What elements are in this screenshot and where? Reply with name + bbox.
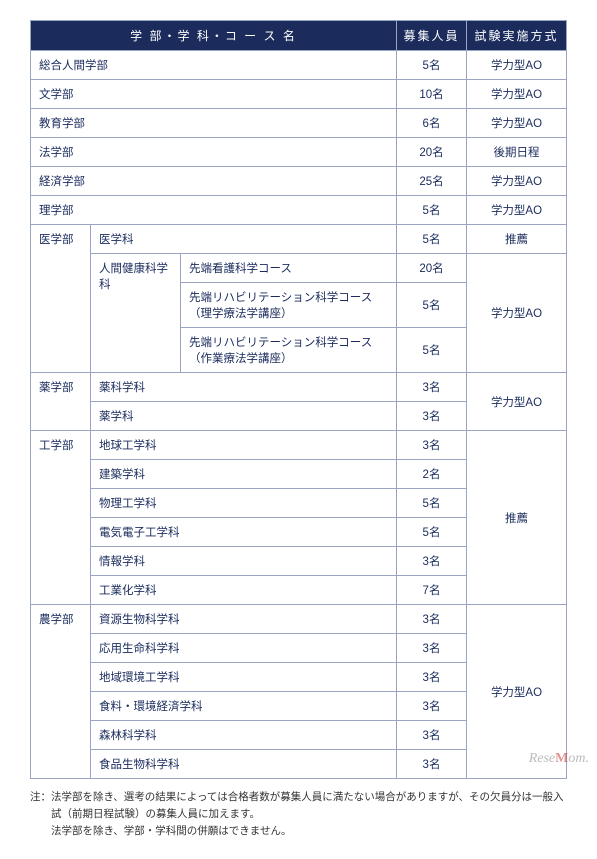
capacity-cell: 3名	[397, 547, 467, 576]
dept-cell: 食品生物科学科	[91, 750, 397, 779]
dept-cell: 医学科	[91, 225, 397, 254]
dept-cell: 薬科学科	[91, 373, 397, 402]
table-row: 工学部 地球工学科 3名 推薦	[31, 431, 567, 460]
course-cell: 先端リハビリテーション科学コース （理学療法学講座）	[181, 283, 397, 328]
note-spacer	[30, 823, 51, 840]
capacity-cell: 5名	[397, 518, 467, 547]
note-text: 法学部を除き、学部・学科間の併願はできません。	[51, 823, 291, 840]
capacity-cell: 3名	[397, 373, 467, 402]
dept-cell: 地域環境工学科	[91, 663, 397, 692]
capacity-cell: 10名	[397, 80, 467, 109]
faculty-cell: 薬学部	[31, 373, 91, 431]
course-cell: 先端リハビリテーション科学コース （作業療法学講座）	[181, 328, 397, 373]
method-cell: 学力型AO	[467, 51, 567, 80]
dept-cell: 人間健康科学科	[91, 254, 181, 373]
method-cell: 推薦	[467, 431, 567, 605]
dept-cell: 物理工学科	[91, 489, 397, 518]
table-row: 薬学部 薬科学科 3名 学力型AO	[31, 373, 567, 402]
table-row: 理学部5名学力型AO	[31, 196, 567, 225]
header-method: 試験実施方式	[467, 21, 567, 51]
dept-cell: 工業化学科	[91, 576, 397, 605]
method-cell: 学力型AO	[467, 196, 567, 225]
capacity-cell: 20名	[397, 254, 467, 283]
table-row: 法学部20名後期日程	[31, 138, 567, 167]
table-row: 経済学部25名学力型AO	[31, 167, 567, 196]
method-cell: 学力型AO	[467, 254, 567, 373]
capacity-cell: 25名	[397, 167, 467, 196]
faculty-cell: 工学部	[31, 431, 91, 605]
capacity-cell: 6名	[397, 109, 467, 138]
capacity-cell: 20名	[397, 138, 467, 167]
note-text: 法学部を除き、選考の結果によっては合格者数が募集人員に満たない場合がありますが、…	[51, 789, 567, 823]
course-cell: 先端看護科学コース	[181, 254, 397, 283]
faculty-cell: 文学部	[31, 80, 397, 109]
method-cell: 学力型AO	[467, 605, 567, 779]
table-header-row: 学 部・学 科・コ ー ス 名 募集人員 試験実施方式	[31, 21, 567, 51]
method-cell: 学力型AO	[467, 109, 567, 138]
table-row: 医学部 医学科 5名 推薦	[31, 225, 567, 254]
dept-cell: 資源生物科学科	[91, 605, 397, 634]
table-row: 人間健康科学科 先端看護科学コース 20名 学力型AO	[31, 254, 567, 283]
admissions-table: 学 部・学 科・コ ー ス 名 募集人員 試験実施方式 総合人間学部5名学力型A…	[30, 20, 567, 779]
faculty-cell: 法学部	[31, 138, 397, 167]
table-row: 総合人間学部5名学力型AO	[31, 51, 567, 80]
dept-cell: 情報学科	[91, 547, 397, 576]
table-row: 農学部 資源生物科学科 3名 学力型AO	[31, 605, 567, 634]
method-cell: 学力型AO	[467, 373, 567, 431]
faculty-cell: 理学部	[31, 196, 397, 225]
method-cell: 後期日程	[467, 138, 567, 167]
notes-block: 注： 法学部を除き、選考の結果によっては合格者数が募集人員に満たない場合がありま…	[30, 789, 567, 839]
faculty-cell: 農学部	[31, 605, 91, 779]
capacity-cell: 3名	[397, 692, 467, 721]
capacity-cell: 3名	[397, 750, 467, 779]
method-cell: 学力型AO	[467, 80, 567, 109]
dept-cell: 森林科学科	[91, 721, 397, 750]
capacity-cell: 3名	[397, 634, 467, 663]
capacity-cell: 3名	[397, 431, 467, 460]
faculty-cell: 総合人間学部	[31, 51, 397, 80]
capacity-cell: 5名	[397, 225, 467, 254]
capacity-cell: 3名	[397, 402, 467, 431]
faculty-cell: 経済学部	[31, 167, 397, 196]
method-cell: 学力型AO	[467, 167, 567, 196]
dept-cell: 薬学科	[91, 402, 397, 431]
method-cell: 推薦	[467, 225, 567, 254]
capacity-cell: 7名	[397, 576, 467, 605]
header-capacity: 募集人員	[397, 21, 467, 51]
dept-cell: 建築学科	[91, 460, 397, 489]
table-row: 文学部10名学力型AO	[31, 80, 567, 109]
watermark-part: om.	[568, 751, 589, 766]
dept-cell: 食料・環境経済学科	[91, 692, 397, 721]
table-row: 教育学部6名学力型AO	[31, 109, 567, 138]
note-label: 注：	[30, 789, 51, 823]
capacity-cell: 2名	[397, 460, 467, 489]
capacity-cell: 5名	[397, 489, 467, 518]
capacity-cell: 5名	[397, 328, 467, 373]
dept-cell: 応用生命科学科	[91, 634, 397, 663]
capacity-cell: 3名	[397, 721, 467, 750]
capacity-cell: 3名	[397, 605, 467, 634]
dept-cell: 地球工学科	[91, 431, 397, 460]
capacity-cell: 5名	[397, 283, 467, 328]
capacity-cell: 5名	[397, 196, 467, 225]
capacity-cell: 5名	[397, 51, 467, 80]
capacity-cell: 3名	[397, 663, 467, 692]
faculty-cell: 医学部	[31, 225, 91, 373]
dept-cell: 電気電子工学科	[91, 518, 397, 547]
header-dept: 学 部・学 科・コ ー ス 名	[31, 21, 397, 51]
faculty-cell: 教育学部	[31, 109, 397, 138]
